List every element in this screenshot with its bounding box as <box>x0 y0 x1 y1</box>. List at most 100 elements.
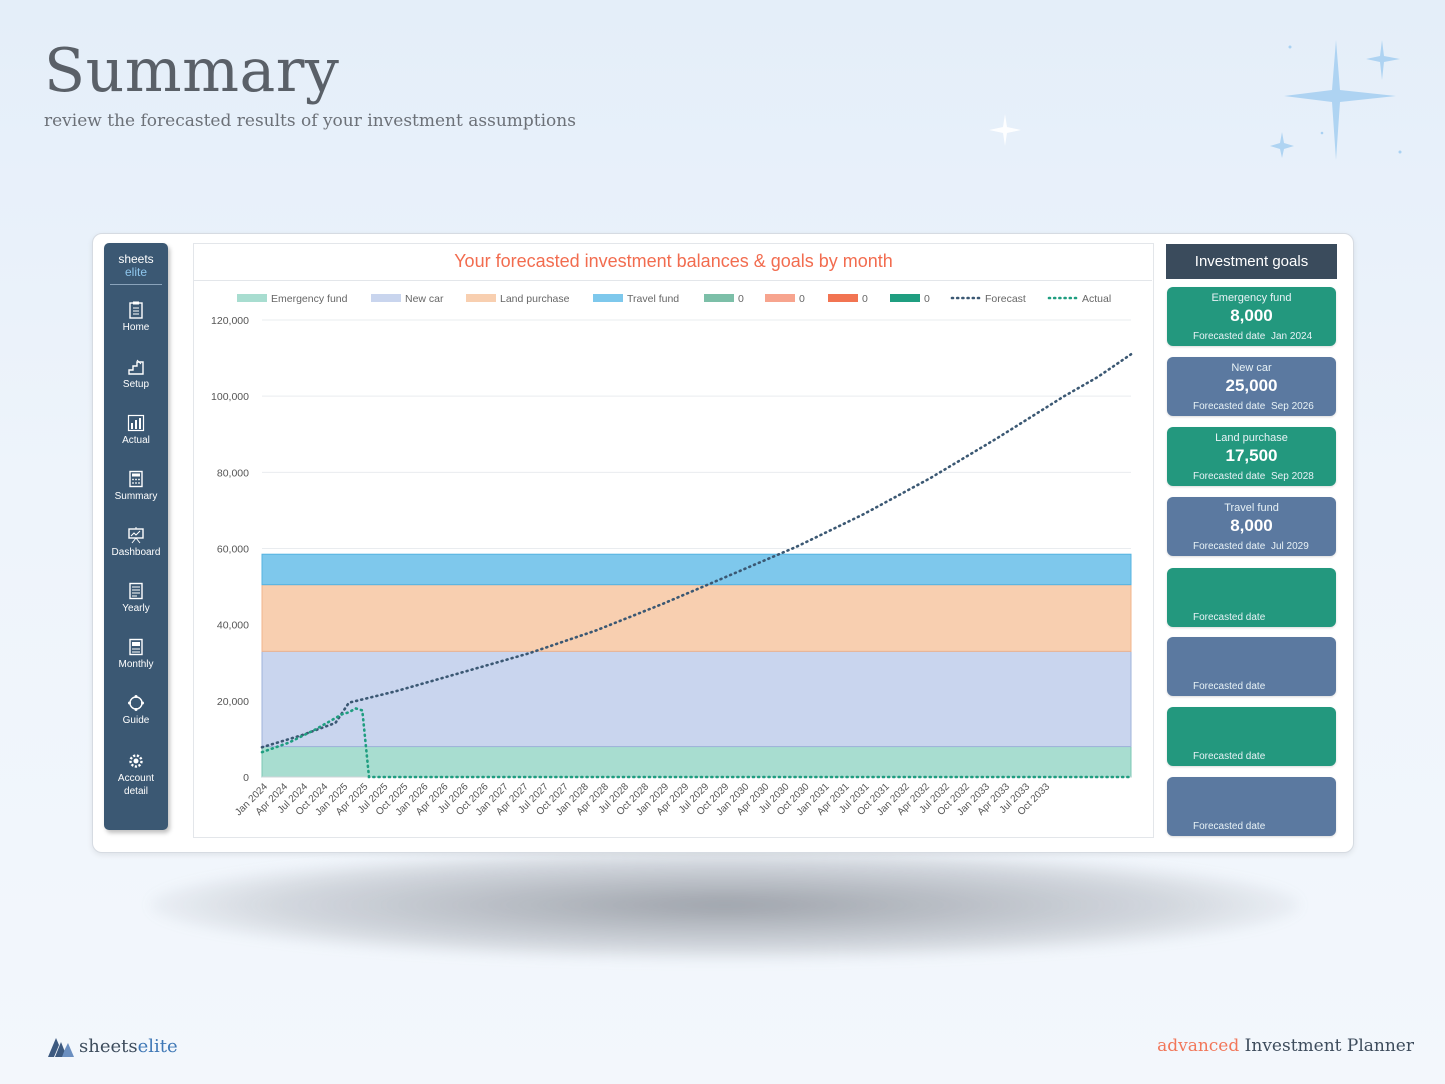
y-tick-label: 40,000 <box>217 620 249 632</box>
sidebar-item-monthly[interactable]: Monthly <box>104 638 168 671</box>
sidebar-item-label: Monthly <box>118 659 154 670</box>
sidebar-brand: sheets elite <box>104 253 168 279</box>
footer-product-advanced: advanced <box>1157 1036 1240 1056</box>
legend-swatch <box>765 294 795 302</box>
legend-swatch <box>593 294 623 302</box>
sidebar-item-setup[interactable]: Setup <box>104 358 168 391</box>
goal-date-label: Forecasted date <box>1193 612 1266 623</box>
investment-chart: 020,00040,00060,00080,000100,000120,000J… <box>211 293 1133 818</box>
sheetselite-logo-icon <box>48 1038 74 1057</box>
sidebar-item-label: Setup <box>122 379 150 390</box>
goal-amount: 17,500 <box>1225 446 1278 465</box>
goal-card[interactable]: Forecasted date <box>1167 707 1336 766</box>
sidebar-item-summary[interactable]: Summary <box>104 470 168 503</box>
legend-swatch <box>371 294 401 302</box>
account-label-line1: Account <box>117 773 155 784</box>
sidebar-item-label: Dashboard <box>111 547 161 558</box>
page-subtitle: review the forecasted results of your in… <box>44 111 576 131</box>
goal-date-label: Forecasted date <box>1193 541 1266 552</box>
goal-date-label: Forecasted date <box>1193 471 1266 482</box>
footer-brand-sheets: sheets <box>79 1036 138 1057</box>
sidebar-nav: sheets elite Home Setup Actual Summary D… <box>104 243 168 830</box>
sidebar-item-home[interactable]: Home <box>104 301 168 334</box>
goal-card[interactable]: Forecasted date <box>1167 777 1336 836</box>
sidebar-item-label: Yearly <box>122 603 150 614</box>
document-icon <box>129 638 143 656</box>
legend-label: Emergency fund <box>271 293 348 305</box>
sidebar-item-actual[interactable]: Actual <box>104 414 168 447</box>
goal-amount: 8,000 <box>1230 516 1273 535</box>
legend-label: Land purchase <box>500 293 570 305</box>
clipboard-icon <box>129 301 143 319</box>
chart-title: Your forecasted investment balances & go… <box>454 251 893 271</box>
goal-date: Sep 2026 <box>1271 401 1314 412</box>
sidebar-item-label: Guide <box>122 715 150 726</box>
goal-name: Emergency fund <box>1211 292 1292 304</box>
legend-label: New car <box>405 293 444 305</box>
goal-card[interactable]: Forecasted date <box>1167 637 1336 696</box>
goal-card[interactable]: Emergency fund 8,000 Forecasted date Jan 20… <box>1167 287 1336 346</box>
sidebar-item-label: Home <box>122 322 150 333</box>
goal-name: Land purchase <box>1215 432 1288 444</box>
bar-chart-icon <box>127 414 145 432</box>
account-label-line2: detail <box>124 786 148 797</box>
goals-header: Investment goals <box>1166 244 1337 279</box>
brand-elite: elite <box>124 265 147 279</box>
y-tick-label: 100,000 <box>211 391 249 403</box>
frame-shadow <box>150 850 1300 960</box>
y-tick-label: 80,000 <box>217 467 249 479</box>
sidebar-item-guide[interactable]: Guide <box>104 694 168 727</box>
gear-icon <box>129 754 143 768</box>
legend-swatch <box>466 294 496 302</box>
legend-label: 0 <box>738 293 744 305</box>
goal-band-1 <box>261 650 1132 748</box>
sidebar-item-label: Account detail <box>104 772 168 798</box>
list-icon <box>129 582 143 600</box>
goal-card[interactable]: Forecasted date <box>1167 568 1336 627</box>
sidebar-item-dashboard[interactable]: Dashboard <box>104 526 168 559</box>
goal-date-label: Forecasted date <box>1193 821 1266 832</box>
goal-date: Jul 2029 <box>1271 541 1309 552</box>
y-tick-label: 120,000 <box>211 315 249 327</box>
footer-brand-elite: elite <box>137 1036 178 1057</box>
sidebar-item-label: Actual <box>122 435 150 446</box>
legend-label: 0 <box>799 293 805 305</box>
goal-card[interactable]: Travel fund 8,000 Forecasted date Jul 2029 <box>1167 497 1336 556</box>
legend-swatch <box>828 294 858 302</box>
goal-date-label: Forecasted date <box>1193 751 1266 762</box>
brand-sheets: sheets <box>118 252 154 266</box>
sidebar-item-label: Summary <box>114 491 158 502</box>
legend-label: Actual <box>1082 293 1111 305</box>
series-line-forecast <box>260 353 1133 749</box>
goal-band-3 <box>261 553 1132 586</box>
sidebar-item-yearly[interactable]: Yearly <box>104 582 168 615</box>
goal-date: Jan 2024 <box>1271 331 1313 342</box>
goal-amount: 25,000 <box>1225 376 1278 395</box>
legend-swatch <box>237 294 267 302</box>
footer-product-name: advanced Investment Planner <box>1157 1036 1414 1056</box>
brand-divider <box>110 284 162 285</box>
page-title: Summary <box>44 36 340 106</box>
y-tick-label: 0 <box>243 772 249 784</box>
goal-card[interactable]: New car 25,000 Forecasted date Sep 2026 <box>1167 357 1336 416</box>
goal-name: Travel fund <box>1224 502 1279 514</box>
goal-date-label: Forecasted date <box>1193 401 1266 412</box>
goal-amount: 8,000 <box>1230 306 1273 325</box>
legend-label: 0 <box>862 293 868 305</box>
series-line-actual <box>260 706 1133 779</box>
legend-swatch <box>890 294 920 302</box>
goal-band-2 <box>261 584 1132 652</box>
footer-brand: sheetselite <box>79 1036 178 1057</box>
goal-date-label: Forecasted date <box>1193 681 1266 692</box>
goal-date: Sep 2028 <box>1271 471 1314 482</box>
y-tick-label: 20,000 <box>217 696 249 708</box>
presentation-icon <box>128 527 144 544</box>
goal-date-label: Forecasted date <box>1193 331 1266 342</box>
chart-title-divider <box>194 280 1152 281</box>
legend-label: 0 <box>924 293 930 305</box>
sidebar-item-account-detail[interactable]: Account detail <box>104 752 168 798</box>
goal-band-0 <box>261 746 1132 778</box>
y-tick-label: 60,000 <box>217 544 249 556</box>
goal-card[interactable]: Land purchase 17,500 Forecasted date Sep 20… <box>1167 427 1336 486</box>
goal-name: New car <box>1231 362 1272 374</box>
